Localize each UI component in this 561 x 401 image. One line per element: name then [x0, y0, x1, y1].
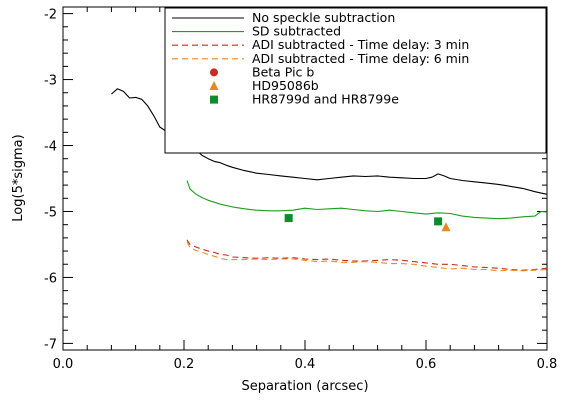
series-adi-subtracted-time-delay-6-min	[186, 241, 548, 272]
legend-label: No speckle subtraction	[252, 10, 395, 25]
x-axis-title: Separation (arcsec)	[241, 379, 368, 394]
y-tick-label: -7	[44, 337, 57, 352]
legend-box	[164, 7, 547, 154]
y-tick-label: -6	[44, 271, 57, 286]
x-tick-label: 0.4	[295, 357, 316, 372]
y-tick-label: -2	[44, 8, 57, 23]
legend-label: Beta Pic b	[252, 64, 314, 79]
legend-marker-hr8799d-and-hr8799e	[210, 95, 218, 104]
legend-label: ADI subtracted - Time delay: 6 min	[252, 51, 469, 66]
y-tick-label: -5	[44, 205, 57, 220]
series-no-speckle-subtraction	[111, 88, 548, 195]
series-layer	[111, 88, 548, 272]
x-tick-label: 0.6	[416, 357, 437, 372]
series-sd-subtracted	[186, 180, 548, 220]
point-hd95086b	[441, 222, 451, 232]
point-hr8799d-and-hr8799e	[434, 217, 443, 226]
point-hr8799d-and-hr8799e	[284, 214, 293, 223]
legend-label: HR8799d and HR8799e	[252, 92, 399, 107]
x-tick-label: 0.2	[174, 357, 195, 372]
points-layer	[284, 144, 451, 232]
y-tick-label: -3	[44, 74, 57, 89]
y-tick-label: -4	[44, 140, 57, 155]
series-adi-subtracted-time-delay-3-min	[186, 239, 548, 271]
legend-label: SD subtracted	[252, 24, 341, 39]
y-axis-title: Log(5*sigma)	[11, 134, 26, 221]
x-tick-label: 0.0	[53, 357, 74, 372]
x-tick-label: 0.8	[537, 357, 558, 372]
legend-label: HD95086b	[252, 78, 319, 93]
legend-label: ADI subtracted - Time delay: 3 min	[252, 37, 469, 52]
legend-marker-beta-pic-b	[210, 68, 218, 77]
legend-marker-hd95086b	[209, 81, 219, 90]
